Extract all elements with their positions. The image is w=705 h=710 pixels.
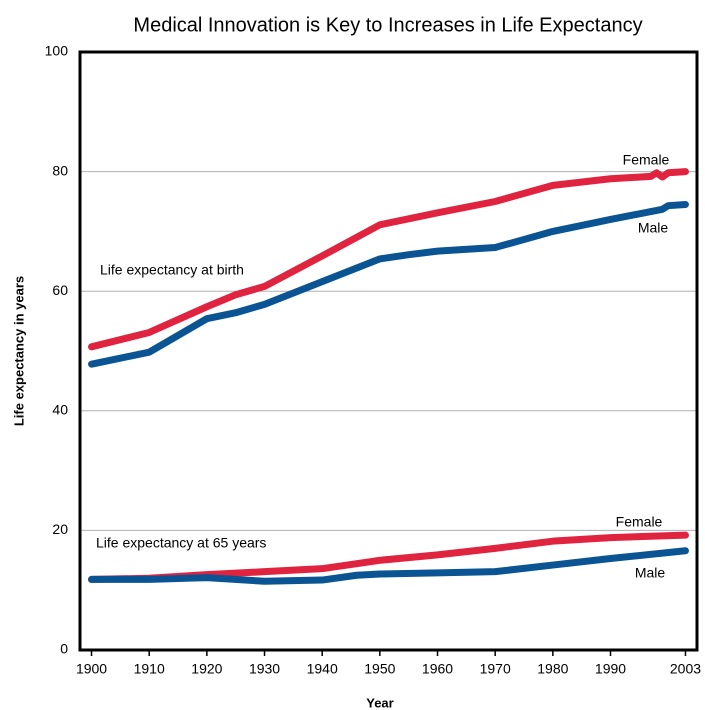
chart-title: Medical Innovation is Key to Increases i… [133,14,642,36]
series-label: Male [638,220,669,236]
series-label: Female [623,152,670,168]
x-tick-label: 1990 [595,661,626,677]
line [88,547,689,585]
y-tick-label: 0 [60,641,68,657]
annotation: Life expectancy at 65 years [96,535,266,551]
x-tick-label: 1960 [422,661,453,677]
x-tick-label: 1940 [307,661,338,677]
y-tick-label: 40 [52,402,68,418]
x-tick-label: 2003 [670,661,701,677]
x-tick-label: 1920 [191,661,222,677]
annotation: Life expectancy at birth [100,262,244,278]
x-tick-label: 1900 [76,661,107,677]
y-tick-label: 20 [52,521,68,537]
line [88,200,689,368]
x-tick-label: 1950 [364,661,395,677]
y-tick-label: 100 [45,43,69,59]
x-tick-label: 1970 [480,661,511,677]
y-axis-label: Life expectancy in years [11,276,26,426]
line [88,168,689,351]
plot-frame [78,50,699,652]
y-tick-label: 80 [52,162,68,178]
series-label: Male [635,565,666,581]
y-tick-label: 60 [52,282,68,298]
x-tick-label: 1910 [134,661,165,677]
series-label: Female [616,514,663,530]
x-tick-label: 1930 [249,661,280,677]
x-axis-label: Year [366,695,393,710]
x-tick-label: 1980 [537,661,568,677]
